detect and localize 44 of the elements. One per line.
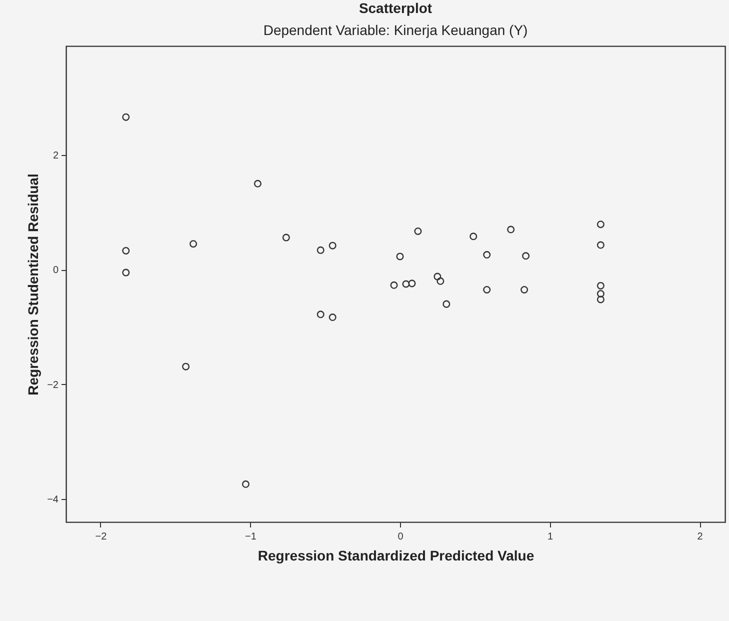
- point: [316, 246, 324, 254]
- point: [596, 290, 604, 298]
- point: [190, 240, 198, 248]
- y-axis-title: Regression Studentized Residual: [25, 174, 42, 396]
- point: [390, 281, 398, 289]
- x-tick-label: 1: [547, 532, 554, 542]
- y-tick-label: −2: [47, 380, 59, 391]
- point: [122, 268, 130, 276]
- point: [596, 220, 604, 228]
- x-tick-label: −2: [95, 532, 108, 542]
- x-tick-label: 2: [697, 532, 704, 542]
- point: [328, 242, 336, 250]
- point: [182, 362, 190, 370]
- point: [470, 232, 478, 240]
- point: [522, 252, 530, 260]
- point: [596, 296, 604, 304]
- point: [442, 300, 450, 308]
- x-axis-title: Regression Standardized Predicted Value: [258, 548, 534, 564]
- point: [520, 286, 528, 294]
- point: [434, 272, 442, 280]
- point: [414, 227, 422, 235]
- point: [242, 480, 250, 488]
- point: [408, 280, 416, 288]
- chart-title: Scatterplot: [358, 0, 432, 16]
- point: [596, 241, 604, 249]
- point: [316, 310, 324, 318]
- point: [402, 280, 410, 288]
- point: [328, 314, 336, 322]
- point: [483, 286, 491, 294]
- point: [436, 277, 444, 285]
- y-tick-label: 0: [52, 265, 59, 276]
- x-tick-label: 0: [398, 532, 404, 542]
- point: [122, 246, 130, 254]
- point: [483, 250, 491, 259]
- point: [596, 282, 604, 290]
- point: [254, 180, 262, 188]
- point: [282, 234, 290, 242]
- point: [507, 226, 515, 234]
- chart-subtitle: Dependent Variable: Kinerja Keuangan (Y): [263, 22, 528, 38]
- point: [122, 113, 130, 121]
- y-tick-label: 2: [52, 150, 59, 162]
- x-tick-label: −1: [245, 532, 257, 542]
- y-tick-label: −4: [47, 494, 59, 506]
- point: [396, 252, 404, 260]
